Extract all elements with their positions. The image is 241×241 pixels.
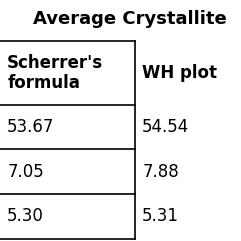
Text: WH plot: WH plot [142,64,217,82]
Text: 53.67: 53.67 [7,118,55,136]
Text: Scherrer's
formula: Scherrer's formula [7,54,103,92]
Text: 7.88: 7.88 [142,163,179,181]
Text: 5.30: 5.30 [7,207,44,225]
Text: Average Crystallite: Average Crystallite [33,10,227,28]
Text: 7.05: 7.05 [7,163,44,181]
Text: 54.54: 54.54 [142,118,189,136]
Text: 5.31: 5.31 [142,207,179,225]
